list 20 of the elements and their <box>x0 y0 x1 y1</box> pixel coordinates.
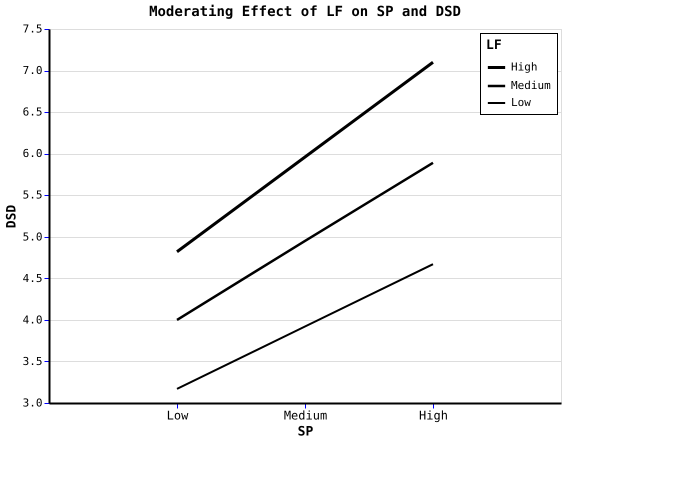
y-tick-label: 5.0 <box>22 230 42 244</box>
legend-label: Medium <box>511 79 552 92</box>
y-tick-label: 4.5 <box>22 272 42 285</box>
x-axis-title: SP <box>298 424 314 440</box>
x-tick-label: Low <box>166 408 190 422</box>
y-tick-label: 6.5 <box>22 106 42 119</box>
y-tick-label: 6.0 <box>22 147 42 160</box>
y-tick-label: 3.0 <box>22 396 42 410</box>
y-tick-label: 4.0 <box>22 313 42 326</box>
x-tick-label: Medium <box>284 408 328 422</box>
y-tick-label: 5.5 <box>22 188 42 202</box>
y-tick-label: 7.5 <box>22 22 42 36</box>
legend-label: Low <box>511 96 532 109</box>
y-axis-title: DSD <box>4 204 20 228</box>
legend-title: LF <box>486 38 502 53</box>
x-tick-label: High <box>419 408 448 422</box>
legend-label: High <box>511 60 538 74</box>
chart-title: Moderating Effect of LF on SP and DSD <box>149 4 461 20</box>
y-tick-label: 3.5 <box>22 354 42 368</box>
y-tick-label: 7.0 <box>22 64 42 78</box>
